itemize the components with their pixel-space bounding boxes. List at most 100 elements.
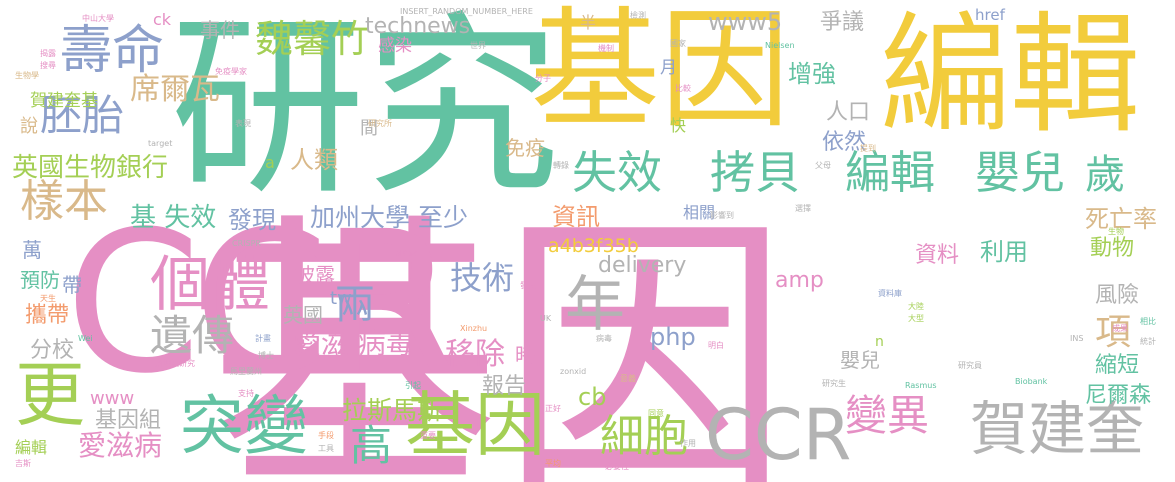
word-yangben: 樣本 — [20, 176, 108, 227]
word-zonxid: zonxid — [560, 367, 587, 376]
word-ccr-gray: CCR — [705, 394, 852, 476]
word-ziliaoku: 資料庫 — [878, 289, 902, 298]
word-zhenghao: 正好 — [545, 404, 561, 413]
word-xierwa: 席爾瓦 — [130, 72, 220, 107]
word-uk: UK — [540, 314, 552, 323]
word-shouduan: 手段 — [318, 431, 334, 440]
word-wan: 萬 — [22, 238, 42, 262]
word-tiansheng: 天生 — [40, 294, 56, 303]
word-suoduan: 縮短 — [1095, 353, 1140, 378]
word-jiyin-green: 基因 — [405, 384, 545, 466]
word-yingguo: 英國 — [283, 303, 323, 327]
word-xibao: 細胞 — [600, 411, 688, 462]
word-xiangguan: 相關 — [683, 203, 716, 222]
word-peitai: 胚胎 — [40, 91, 125, 140]
word-lasimasi: 拉斯馬斯 — [342, 396, 443, 425]
word-ganran: 感染 — [378, 36, 412, 56]
word-yingxiangdao: 影響到 — [710, 211, 734, 220]
word-ins: INS — [1070, 334, 1084, 343]
word-liang: 兩 — [335, 282, 375, 328]
word-php: php — [650, 323, 696, 351]
word-yichuan: 遺傳 — [150, 311, 235, 360]
word-boshi: 博士 — [258, 351, 274, 360]
word-jiance: 檢測 — [630, 11, 646, 20]
word-siwanglv: 死亡率 — [1085, 205, 1157, 233]
word-bianji-small: 編輯 — [15, 438, 48, 457]
word-shijian: 事件 — [200, 18, 240, 42]
word-yichu: 移除 — [445, 337, 505, 372]
word-fabiao: 發表 — [520, 281, 536, 290]
word-n: n — [875, 334, 884, 350]
word-xiangbi: 相比 — [1140, 317, 1156, 326]
word-fumu: 父母 — [815, 161, 831, 170]
word-tidao: 提到 — [860, 144, 876, 153]
word-zhengyi: 爭議 — [820, 10, 865, 35]
word-a: a — [265, 153, 275, 172]
word-zhichi: 支持 — [238, 389, 254, 398]
word-a4b3f35b: a4b3f35b — [548, 235, 639, 257]
word-yue: 月 — [660, 58, 677, 78]
word-shi: 時 — [515, 343, 535, 367]
word-hejiankui-ji: 賀建奎基 — [30, 91, 98, 111]
word-zhuanlu: 轉錄 — [553, 161, 569, 170]
word-jizhi: 機制 — [598, 44, 614, 53]
word-aizibing: 愛滋病 — [78, 429, 163, 462]
word-biobank-cn: 英國生物銀行 — [12, 153, 169, 183]
word-pingjun: 平均 — [545, 459, 561, 468]
word-geng: 更 — [15, 354, 85, 436]
word-jishu: 技術 — [450, 259, 515, 297]
word-yinger-teal: 嬰兒 — [975, 146, 1066, 199]
word-yanjiu-teal: 研究 — [170, 0, 560, 221]
word-zengqiang: 增強 — [788, 60, 836, 88]
word-biyaoxing: 必要性 — [605, 462, 629, 471]
word-dongwu: 動物 — [1090, 236, 1135, 261]
word-shengwu: 生物 — [1108, 227, 1124, 236]
word-insert-random: INSERT_RANDOM_NUMBER_HERE — [400, 7, 533, 16]
word-yanjiusuo: 研究所 — [368, 119, 392, 128]
word-yiyi: 意義 — [620, 374, 636, 383]
word-faxian: 發現 — [228, 206, 276, 234]
word-delivery: delivery — [598, 253, 687, 278]
word-fengxian: 風險 — [1095, 283, 1140, 308]
word-ji-shixiao: 基 失效 — [130, 203, 217, 233]
word-shuo: 說 — [20, 116, 38, 137]
word-fenxiao: 分校 — [30, 338, 75, 363]
word-tubian: 突變 — [180, 390, 308, 464]
word-yinger-gray: 嬰兒 — [840, 348, 880, 372]
word-shixiao: 失效 — [572, 146, 663, 199]
word-yinqi: 引起 — [405, 381, 421, 390]
word-href: href — [975, 6, 1005, 24]
word-renlei: 人類 — [290, 146, 338, 174]
word-jisi: 吉斯 — [15, 459, 31, 468]
word-technews: technews — [365, 14, 471, 39]
word-tw: tw — [330, 288, 352, 309]
word-ban: 半 — [580, 13, 597, 32]
word-yanjiusheng: 研究生 — [822, 379, 846, 388]
word-liyong: 利用 — [980, 238, 1028, 266]
word-xinzhu: Xinzhu — [460, 324, 488, 333]
word-ziliao: 資料 — [915, 243, 960, 268]
word-blank: blank — [395, 249, 417, 258]
word-shouming: 壽命 — [60, 21, 165, 81]
word-ck: ck — [153, 10, 172, 29]
word-dalu: 大陸 — [908, 302, 924, 311]
word-xiedai: 攜帶 — [25, 303, 70, 328]
word-fenzi: 分子 — [535, 74, 551, 83]
word-jiyinzu: 基因組 — [95, 408, 162, 433]
word-xuanze: 選擇 — [795, 204, 811, 213]
word-shengwuxue: 生物學 — [15, 71, 39, 80]
word-tongji: 統計 — [1140, 337, 1156, 346]
word-mingbai: 明白 — [708, 341, 724, 350]
word-zixun: 資訊 — [552, 203, 600, 231]
word-biaoxian: 表現 — [235, 119, 251, 128]
word-jiazhou-zhishao: 加州大學 至少 — [310, 203, 468, 232]
word-daxing: 大型 — [908, 314, 924, 323]
word-kaobei: 拷貝 — [710, 146, 801, 199]
word-malilan: 馬里蘭州 — [230, 367, 262, 376]
word-kuai: 快 — [670, 116, 687, 135]
word-nierson: 尼爾森 — [1085, 383, 1152, 408]
word-weixinzhu: 魏馨竹 — [255, 17, 370, 61]
word-gao: 高 — [350, 421, 393, 470]
word-mianyixuejia: 免疫學家 — [215, 67, 247, 76]
